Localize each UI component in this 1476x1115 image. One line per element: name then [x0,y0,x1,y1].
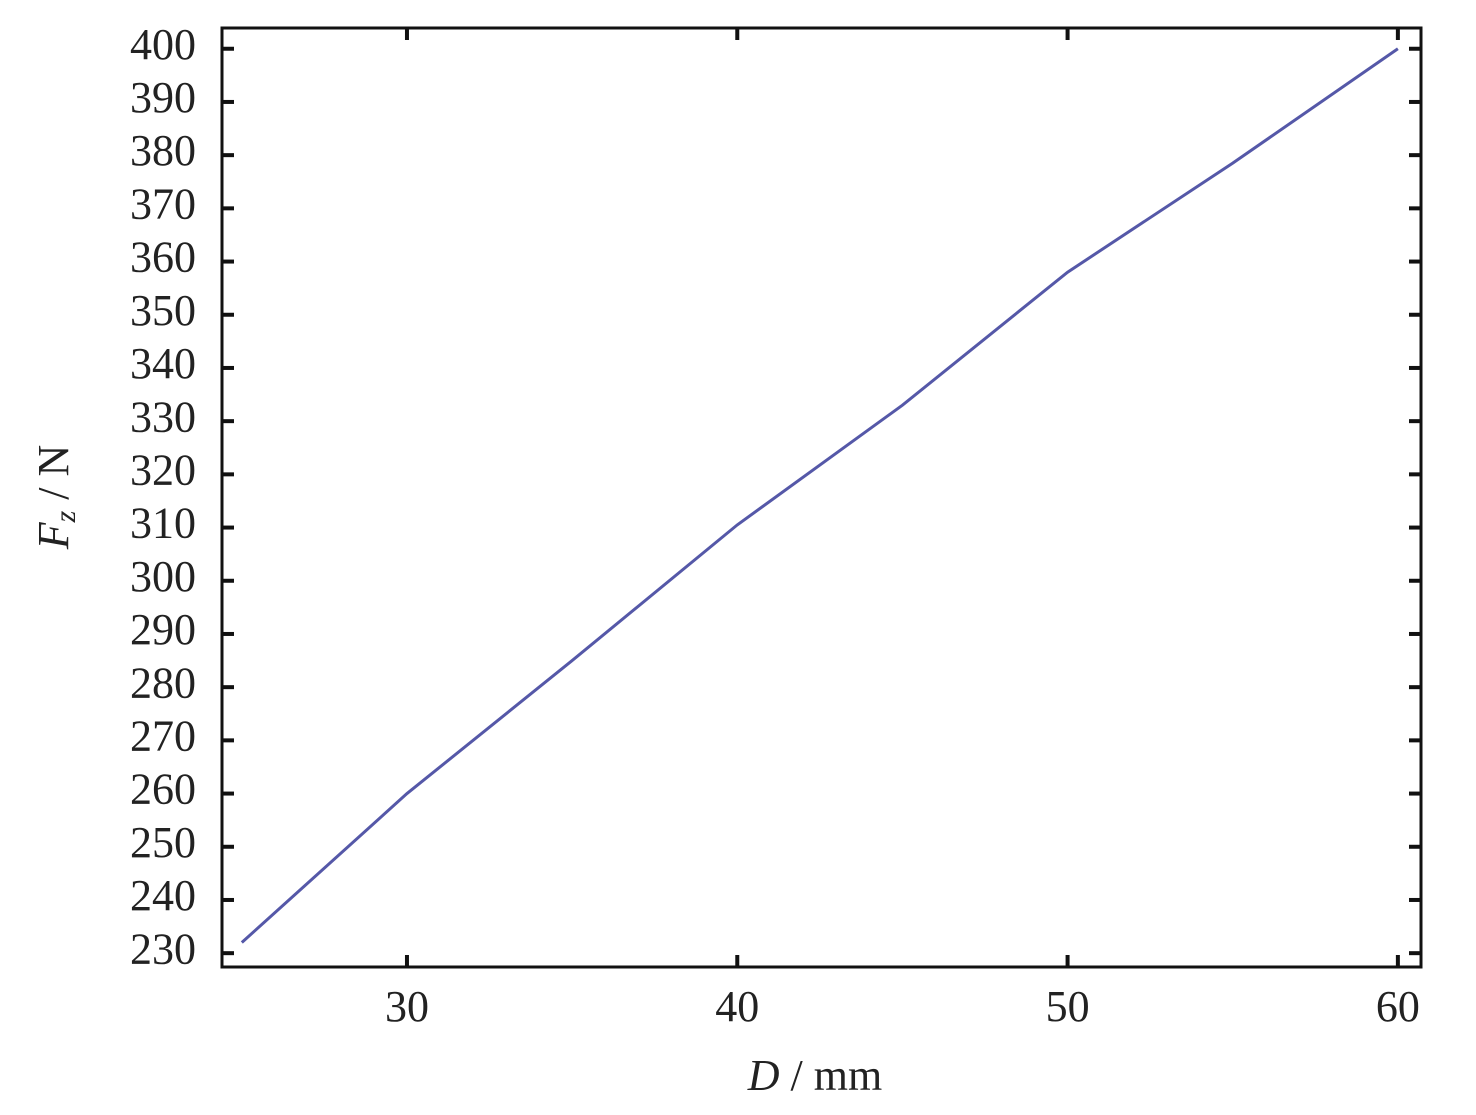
y-tick-label: 300 [130,552,196,601]
y-tick-label: 290 [130,605,196,654]
x-label-symbol: D [747,1051,780,1100]
y-tick-label: 340 [130,339,196,388]
y-tick-label: 310 [130,499,196,548]
y-tick-label: 350 [130,286,196,335]
x-tick-label: 30 [385,982,429,1031]
y-tick-label: 250 [130,818,196,867]
y-tick-label: 370 [130,179,196,228]
y-label-subscript: z [49,510,82,523]
x-tick-label: 60 [1376,982,1420,1031]
x-label-unit: / mm [791,1051,883,1100]
y-tick-label: 230 [130,924,196,973]
y-tick-label: 270 [130,711,196,760]
data-line [240,47,1399,944]
y-tick-label: 280 [130,658,196,707]
x-tick-label: 40 [715,982,759,1031]
y-axis-label: Fz / N [29,445,88,551]
x-tick-label: 50 [1046,982,1090,1031]
y-tick-label: 330 [130,392,196,441]
y-tick-label: 260 [130,765,196,814]
y-tick-label: 400 [130,20,196,69]
y-tick-label: 360 [130,233,196,282]
plot-frame [220,26,1423,969]
y-label-unit: / N [29,445,78,500]
y-tick-label: 320 [130,445,196,494]
y-label-symbol: F [29,521,78,550]
y-tick-label: 380 [130,126,196,175]
x-axis-label: D / mm [747,1051,882,1100]
y-tick-label: 240 [130,871,196,920]
y-tick-label: 390 [130,73,196,122]
